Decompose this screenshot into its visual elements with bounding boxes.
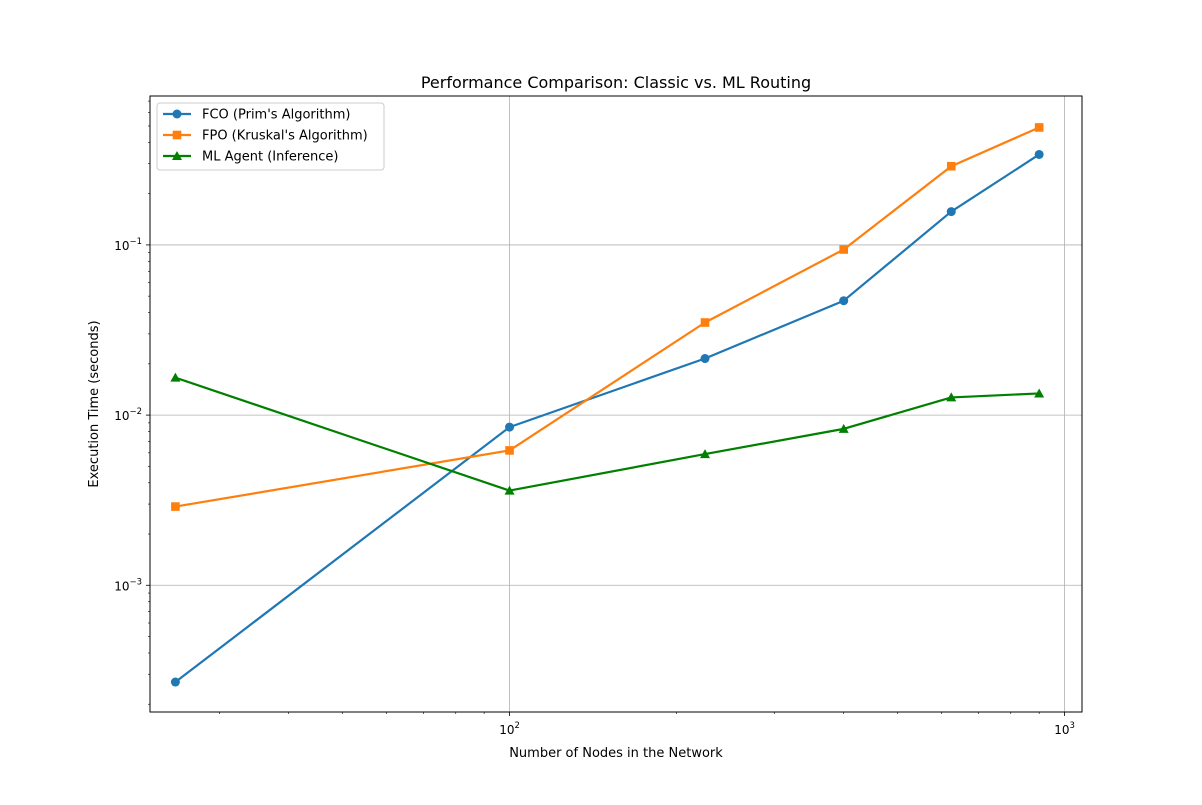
- plot-frame: [149, 95, 1083, 713]
- y-tick-label: 10−3: [114, 577, 142, 593]
- data-point-series-3: [170, 372, 181, 382]
- x-axis-label: Number of Nodes in the Network: [509, 746, 723, 761]
- data-point-series-2: [946, 161, 956, 171]
- data-point-series-1: [839, 296, 849, 306]
- data-point-series-3: [504, 485, 515, 495]
- x-tick-label: 103: [1054, 721, 1075, 737]
- data-point-series-2: [505, 446, 514, 455]
- data-point-series-1: [505, 422, 515, 432]
- series-line-1: [174, 153, 1040, 683]
- data-point-series-1: [1034, 149, 1044, 159]
- ticks: 102 103 10−3 10−2 10−1: [114, 100, 1075, 737]
- series-line-3: [175, 376, 1040, 492]
- y-tick-label: 10−1: [114, 237, 142, 253]
- legend-marker-2: [172, 130, 182, 140]
- y-tick-label: 10−2: [114, 407, 142, 423]
- series-line-2: [175, 126, 1040, 508]
- data-point-series-2: [839, 245, 849, 254]
- data-point-series-2: [700, 318, 710, 327]
- legend: FCO (Prim's Algorithm) FPO (Kruskal's Alg…: [156, 102, 385, 171]
- data-point-series-1: [946, 207, 956, 217]
- legend-marker-1: [172, 109, 182, 119]
- legend-marker-3: [172, 151, 182, 160]
- data-point-series-2: [171, 502, 180, 511]
- data-point-series-1: [700, 354, 710, 364]
- series-layer: [170, 123, 1045, 687]
- legend-box: [156, 102, 385, 171]
- x-tick-label: 102: [499, 721, 520, 737]
- data-point-series-3: [700, 449, 711, 459]
- data-point-series-3: [838, 423, 849, 433]
- data-point-series-3: [1034, 388, 1045, 398]
- data-point-series-2: [1034, 123, 1044, 132]
- data-point-series-1: [170, 677, 180, 687]
- y-axis-label: Execution Time (seconds): [87, 320, 102, 487]
- legend-label-1: FCO (Prim's Algorithm): [202, 108, 350, 123]
- chart-title: Performance Comparison: Classic vs. ML R…: [421, 73, 811, 92]
- grid: [150, 96, 1082, 712]
- legend-label-3: ML Agent (Inference): [202, 150, 338, 165]
- data-point-series-3: [946, 392, 957, 402]
- legend-label-2: FPO (Kruskal's Algorithm): [202, 129, 368, 144]
